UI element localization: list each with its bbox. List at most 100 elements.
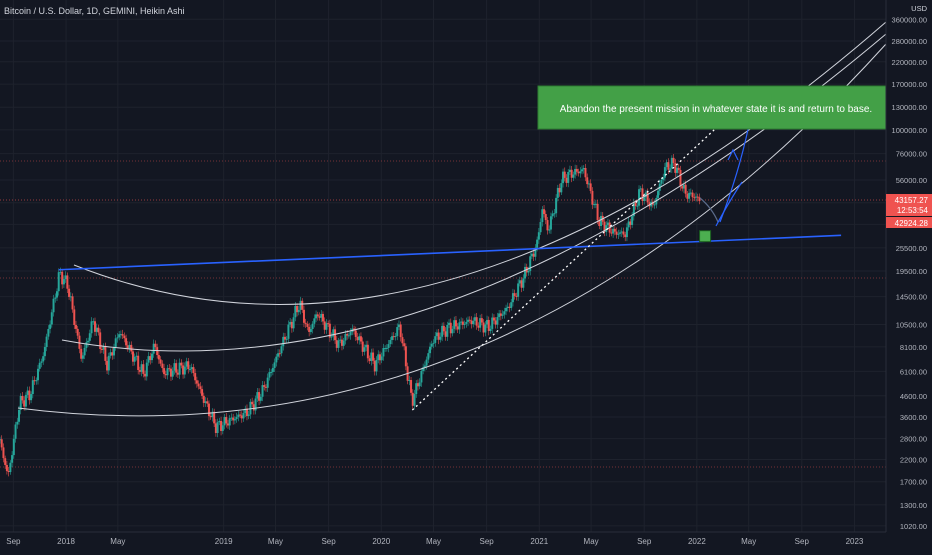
- candle-body: [587, 183, 590, 185]
- candle-body: [28, 390, 31, 401]
- candle-body: [169, 368, 172, 377]
- candle-body: [347, 335, 350, 337]
- candle-body: [693, 197, 696, 199]
- price-tick-label: 76000.00: [896, 150, 927, 159]
- candle-body: [427, 353, 430, 360]
- candle-body: [632, 202, 635, 217]
- candle-body: [456, 326, 459, 330]
- candle-body: [479, 318, 482, 328]
- candle-body: [263, 385, 266, 387]
- candle-body: [461, 321, 464, 325]
- candle-body: [195, 380, 198, 384]
- candle-body: [584, 167, 587, 178]
- candle-body: [157, 355, 160, 360]
- candle-body: [337, 340, 340, 348]
- candle-body: [106, 360, 109, 371]
- candle-body: [499, 313, 502, 316]
- candle-body: [183, 366, 186, 375]
- candle-body: [55, 291, 58, 298]
- price-tick-label: 56000.00: [896, 176, 927, 185]
- candle-body: [47, 328, 50, 337]
- candle-body: [4, 458, 7, 465]
- candle-body: [182, 365, 185, 375]
- candle-body: [19, 395, 22, 410]
- price-tick-label: 2200.00: [900, 455, 927, 464]
- candle-body: [453, 320, 456, 329]
- grid-layer: [0, 0, 886, 532]
- candle-body: [107, 355, 110, 371]
- candle-body: [245, 408, 248, 417]
- candle-body: [492, 317, 495, 321]
- time-axis-ticks[interactable]: Sep 2018 May 2019 May Sep 2020 May Sep 2021 May Sep…: [6, 537, 864, 546]
- candle-body: [486, 319, 489, 325]
- candle-body: [35, 380, 38, 382]
- candle-body: [144, 373, 147, 377]
- candle-body: [415, 383, 418, 395]
- annotation-callout[interactable]: Abandon the present mission in whatever …: [537, 85, 887, 130]
- candle-body: [448, 322, 451, 325]
- candle-body: [125, 338, 128, 346]
- candle-body: [596, 203, 599, 220]
- time-tick-label: 2022: [688, 537, 706, 546]
- time-tick-label: Sep: [321, 537, 336, 546]
- candle-body: [66, 275, 69, 289]
- arc-middle[interactable]: [61, 33, 887, 352]
- annotation-text: Abandon the present mission in whatever …: [560, 104, 872, 115]
- candle-body: [112, 346, 115, 356]
- candle-body: [468, 319, 471, 321]
- candle-body: [517, 283, 520, 297]
- candle-body: [404, 346, 407, 367]
- candle-body: [166, 368, 169, 376]
- candle-body: [78, 335, 81, 349]
- candle-body: [430, 343, 433, 347]
- arc-lower[interactable]: [17, 43, 887, 417]
- candle-body: [359, 336, 362, 342]
- candle-body: [185, 361, 188, 367]
- candle-body: [85, 342, 88, 348]
- price-badge: 43157.27 12:53:54: [886, 194, 932, 216]
- candle-body: [277, 353, 280, 357]
- dotted-trendline[interactable]: [411, 129, 715, 411]
- candle-body: [638, 189, 641, 206]
- candle-body: [392, 336, 395, 338]
- candle-body: [446, 324, 449, 337]
- target-marker[interactable]: [699, 230, 712, 243]
- candle-body: [541, 209, 544, 223]
- candle-body: [620, 231, 623, 233]
- candle-body: [130, 344, 133, 352]
- candle-body: [625, 227, 628, 238]
- candle-body: [2, 447, 5, 459]
- candle-body: [247, 414, 250, 417]
- candle-body: [209, 416, 212, 418]
- candle-body: [539, 222, 542, 233]
- candle-body: [496, 317, 499, 325]
- candle-body: [316, 314, 319, 317]
- candle-body: [214, 423, 217, 433]
- candle-body: [365, 344, 368, 348]
- candle-body: [619, 232, 622, 234]
- candle-body: [631, 216, 634, 225]
- candle-body: [123, 335, 126, 339]
- candle-body: [451, 328, 454, 334]
- candle-body: [653, 204, 656, 206]
- candle-body: [206, 401, 209, 404]
- candles-layer: [0, 153, 701, 477]
- price-tick-label: 1300.00: [900, 501, 927, 510]
- candle-body: [657, 190, 660, 198]
- price-tick-label: 360000.00: [892, 15, 927, 24]
- annotation-box[interactable]: [537, 85, 887, 130]
- candle-body: [111, 352, 114, 356]
- candle-body: [57, 272, 60, 292]
- secondary-badge-value: 42924.28: [895, 219, 929, 228]
- candle-body: [515, 295, 518, 297]
- candle-body: [109, 352, 112, 356]
- candle-body: [176, 372, 179, 375]
- candle-body: [202, 395, 205, 403]
- candle-body: [45, 336, 48, 348]
- candle-body: [437, 332, 440, 340]
- candle-body: [73, 309, 76, 325]
- candle-body: [537, 232, 540, 240]
- candle-body: [373, 360, 376, 372]
- candle-body: [140, 364, 143, 372]
- candle-body: [133, 356, 136, 362]
